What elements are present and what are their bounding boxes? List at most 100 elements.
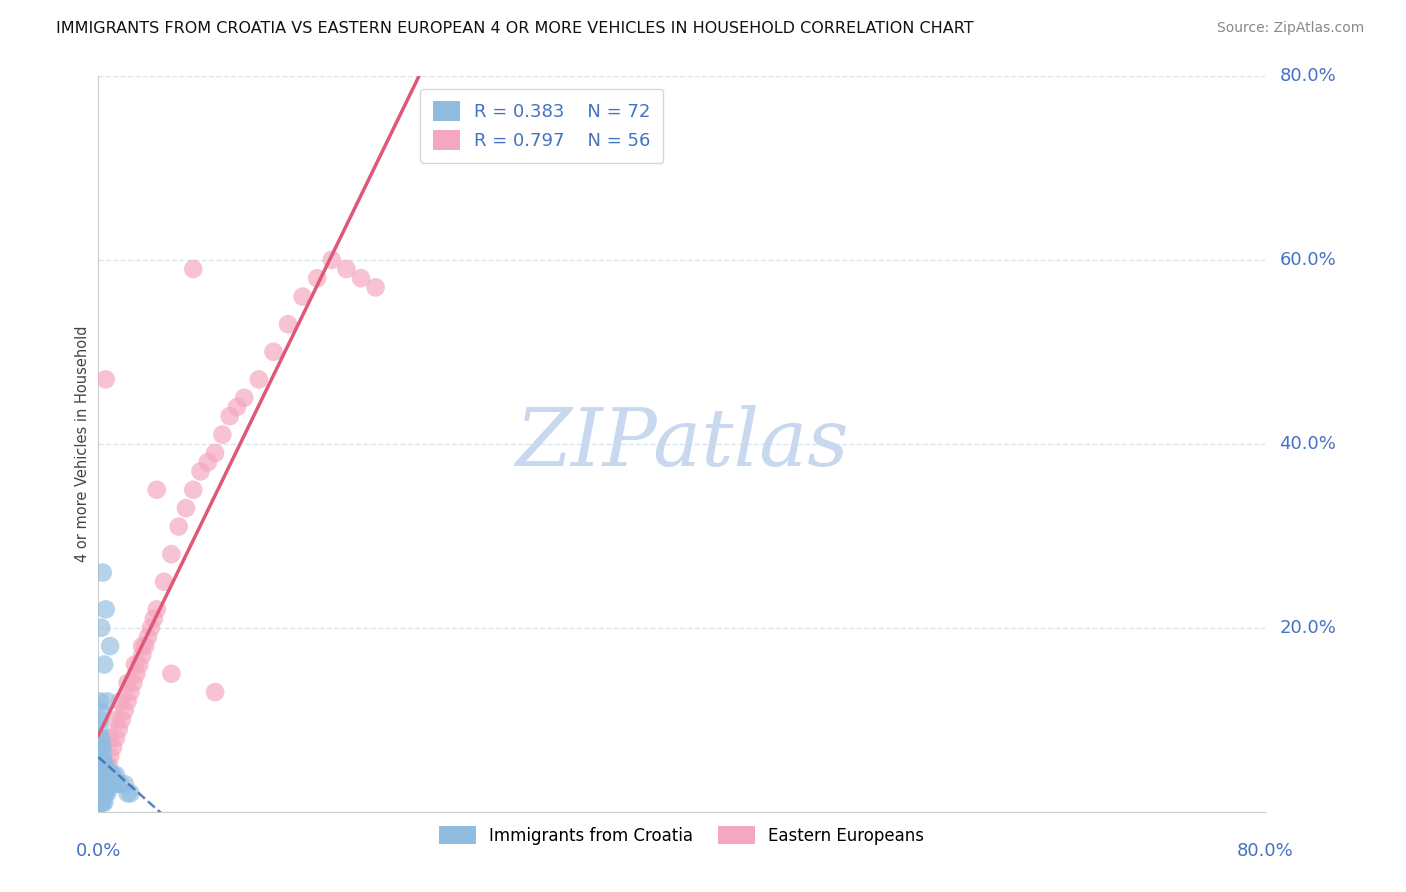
Point xyxy=(101,768,124,782)
Point xyxy=(101,777,124,791)
Point xyxy=(89,694,111,708)
Y-axis label: 4 or more Vehicles in Household: 4 or more Vehicles in Household xyxy=(75,326,90,562)
Point xyxy=(89,731,111,746)
Point xyxy=(124,657,146,672)
Point xyxy=(89,768,111,782)
Point xyxy=(335,262,357,277)
Point xyxy=(89,786,111,800)
Point xyxy=(122,676,145,690)
Point xyxy=(93,786,115,800)
Text: IMMIGRANTS FROM CROATIA VS EASTERN EUROPEAN 4 OR MORE VEHICLES IN HOUSEHOLD CORR: IMMIGRANTS FROM CROATIA VS EASTERN EUROP… xyxy=(56,21,974,36)
Point xyxy=(90,740,112,755)
Point xyxy=(117,676,139,690)
Point xyxy=(120,786,142,800)
Point xyxy=(97,777,120,791)
Point xyxy=(91,777,114,791)
Point xyxy=(93,796,115,810)
Point xyxy=(89,740,111,755)
Point xyxy=(108,722,131,736)
Point xyxy=(204,446,226,460)
Point xyxy=(96,758,118,772)
Point xyxy=(91,566,114,580)
Point xyxy=(120,685,142,699)
Point xyxy=(90,786,112,800)
Point xyxy=(89,796,111,810)
Point xyxy=(89,758,111,772)
Point xyxy=(110,777,132,791)
Point xyxy=(218,409,240,424)
Point xyxy=(89,777,111,791)
Text: ZIPatlas: ZIPatlas xyxy=(515,405,849,483)
Point xyxy=(174,501,197,516)
Text: 80.0%: 80.0% xyxy=(1237,842,1294,860)
Point xyxy=(96,694,118,708)
Point xyxy=(364,280,387,294)
Point xyxy=(94,768,117,782)
Point xyxy=(139,621,162,635)
Text: Source: ZipAtlas.com: Source: ZipAtlas.com xyxy=(1216,21,1364,35)
Point xyxy=(277,317,299,331)
Point xyxy=(98,639,121,653)
Point xyxy=(247,372,270,386)
Point xyxy=(350,271,373,285)
Point xyxy=(211,427,233,442)
Point xyxy=(117,694,139,708)
Point xyxy=(181,262,204,277)
Point xyxy=(93,768,115,782)
Point xyxy=(94,758,117,772)
Point xyxy=(160,547,183,561)
Point xyxy=(96,786,118,800)
Point xyxy=(90,749,112,764)
Point xyxy=(90,777,112,791)
Point xyxy=(104,713,127,727)
Point xyxy=(197,455,219,469)
Point xyxy=(93,657,115,672)
Point xyxy=(97,768,120,782)
Point xyxy=(89,749,111,764)
Point xyxy=(98,731,121,746)
Point xyxy=(146,483,169,497)
Point xyxy=(100,777,122,791)
Point xyxy=(136,630,159,644)
Point xyxy=(110,694,132,708)
Point xyxy=(94,372,117,386)
Point xyxy=(93,758,115,772)
Point xyxy=(91,796,114,810)
Point xyxy=(97,758,120,772)
Point xyxy=(90,786,112,800)
Point xyxy=(91,749,114,764)
Point xyxy=(89,777,111,791)
Text: 20.0%: 20.0% xyxy=(1279,619,1336,637)
Point xyxy=(262,344,284,359)
Point xyxy=(94,602,117,616)
Point xyxy=(89,786,111,800)
Point xyxy=(204,685,226,699)
Point xyxy=(93,768,115,782)
Point xyxy=(89,749,111,764)
Point xyxy=(89,796,111,810)
Point xyxy=(167,519,190,533)
Point xyxy=(90,786,112,800)
Text: 40.0%: 40.0% xyxy=(1279,434,1336,453)
Text: 60.0%: 60.0% xyxy=(1279,251,1336,268)
Point xyxy=(90,777,112,791)
Point xyxy=(90,621,112,635)
Point xyxy=(91,777,114,791)
Point xyxy=(104,768,127,782)
Point xyxy=(104,731,127,746)
Point xyxy=(94,786,117,800)
Point xyxy=(128,657,150,672)
Point xyxy=(321,252,343,267)
Point xyxy=(233,391,256,405)
Point xyxy=(98,749,121,764)
Point xyxy=(181,483,204,497)
Point xyxy=(96,777,118,791)
Point xyxy=(91,740,114,755)
Point xyxy=(91,786,114,800)
Point xyxy=(90,758,112,772)
Point xyxy=(98,768,121,782)
Point xyxy=(307,271,329,285)
Point xyxy=(114,777,136,791)
Point xyxy=(131,648,153,663)
Point xyxy=(100,768,122,782)
